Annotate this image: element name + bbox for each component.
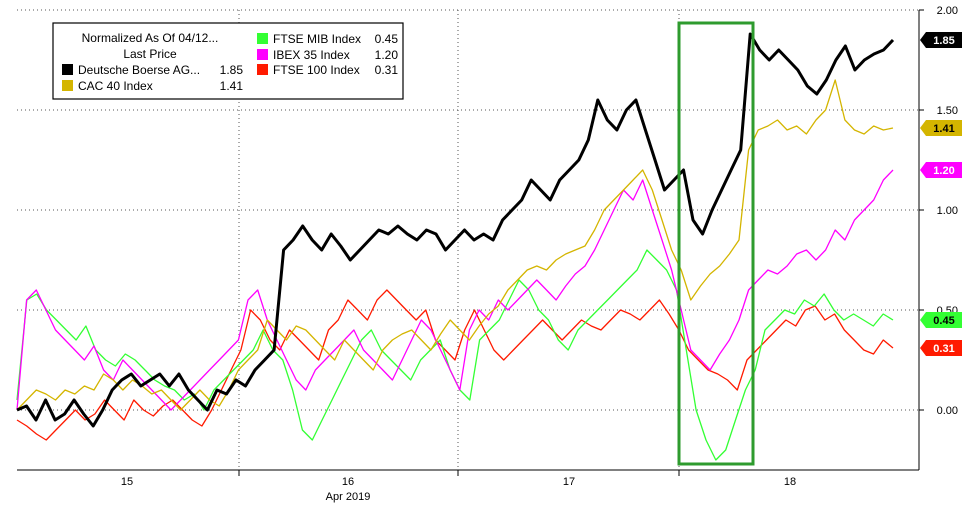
x-axis-month-label: Apr 2019 [326,491,371,503]
legend-swatch [62,80,73,91]
legend: Normalized As Of 04/12... Last Price Deu… [52,22,404,100]
badge-label: 1.41 [933,123,954,135]
legend-series-value: 1.85 [220,63,244,77]
badge-label: 0.31 [933,343,954,355]
legend-series-value: 0.45 [375,32,399,46]
series-line-3 [16,169,894,411]
legend-swatch [257,33,268,44]
badge-shape [920,312,962,328]
legend-swatch [257,64,268,75]
x-tick-label: 17 [563,476,575,488]
legend-swatch [257,49,268,60]
series-line-1 [16,79,894,411]
legend-series-name: IBEX 35 Index [273,48,350,62]
legend-series-name: CAC 40 Index [78,79,153,93]
x-tick-label: 18 [784,476,796,488]
y-tick-label: 1.50 [937,105,958,117]
badge-label: 1.20 [933,165,954,177]
y-tick-label: 2.00 [937,5,958,17]
badge-shape [920,32,962,48]
badge-shape [920,120,962,136]
legend-series-name: FTSE MIB Index [273,32,361,46]
legend-subtitle: Last Price [123,47,177,61]
x-tick-label: 16 [342,476,354,488]
legend-series-name: FTSE 100 Index [273,63,360,77]
legend-entries: Deutsche Boerse AG... 1.85 CAC 40 Index 1.4… [62,32,398,93]
legend-series-value: 0.31 [375,63,399,77]
badge-shape [920,162,962,178]
last-value-badge: 1.41 [920,120,962,136]
badge-label: 0.45 [933,315,954,327]
series-line-4 [16,289,894,441]
last-value-badge: 0.31 [920,340,962,356]
last-value-badges: 1.85 1.41 0.45 1.20 0.31 [920,32,962,356]
y-tick-label: 0.00 [937,405,958,417]
x-axis-ticks: 15 16 17 18 [121,470,796,488]
legend-swatch [62,64,73,75]
last-value-badge: 0.45 [920,312,962,328]
series-lines [16,32,895,461]
series-line-0 [16,32,895,428]
legend-series-value: 1.20 [375,48,399,62]
badge-label: 1.85 [933,35,954,47]
legend-box [52,22,404,100]
last-value-badge: 1.20 [920,162,962,178]
legend-series-name: Deutsche Boerse AG... [78,63,200,77]
highlight-box [677,21,755,466]
y-tick-label: 1.00 [937,205,958,217]
last-value-badge: 1.85 [920,32,962,48]
legend-series-value: 1.41 [220,79,244,93]
badge-shape [920,340,962,356]
legend-title: Normalized As Of 04/12... [82,31,219,45]
x-tick-label: 15 [121,476,133,488]
